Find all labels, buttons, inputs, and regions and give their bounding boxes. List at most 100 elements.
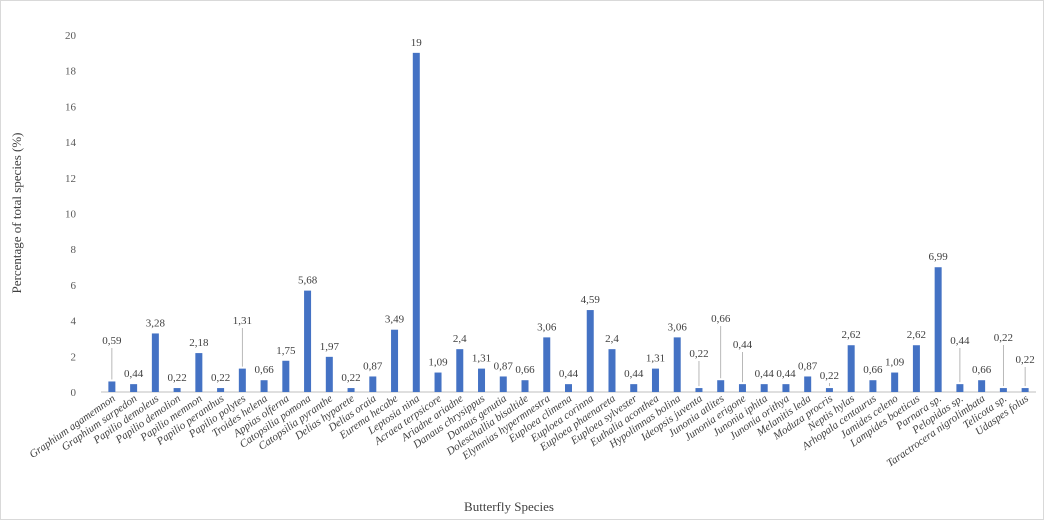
data-label: 0,87 xyxy=(494,360,514,372)
bar xyxy=(565,384,572,392)
bar xyxy=(412,52,420,392)
data-label: 1,09 xyxy=(428,357,448,369)
bar xyxy=(999,388,1007,392)
x-axis-title: Butterfly Species xyxy=(464,499,554,514)
bar xyxy=(673,337,681,392)
data-label: 6,99 xyxy=(929,251,949,263)
data-label: 2,62 xyxy=(842,329,861,341)
data-label: 0,44 xyxy=(733,339,753,351)
data-label: 0,59 xyxy=(102,335,122,347)
bar xyxy=(325,356,333,392)
data-label: 0,22 xyxy=(341,372,360,384)
bar xyxy=(282,360,290,392)
bar xyxy=(804,376,812,392)
data-label: 0,66 xyxy=(515,364,535,376)
bar xyxy=(891,372,899,392)
bar xyxy=(478,368,486,392)
bar xyxy=(456,349,464,392)
data-label: 0,44 xyxy=(776,368,796,380)
data-label: 0,44 xyxy=(755,368,775,380)
data-labels: 0,590,443,280,222,180,221,310,661,755,68… xyxy=(102,37,1035,384)
data-label: 1,97 xyxy=(320,341,340,353)
data-label: 0,66 xyxy=(254,364,274,376)
data-label: 3,06 xyxy=(668,321,688,333)
bar xyxy=(825,388,833,392)
bar xyxy=(847,345,855,392)
data-label: 19 xyxy=(411,37,423,49)
data-label: 0,22 xyxy=(820,370,839,382)
y-tick-label: 0 xyxy=(71,387,77,399)
data-label: 0,66 xyxy=(972,364,992,376)
y-tick-label: 14 xyxy=(65,137,77,149)
bar xyxy=(217,388,225,392)
bar xyxy=(347,388,355,392)
bar xyxy=(434,372,442,392)
bar xyxy=(608,349,616,392)
bar xyxy=(695,388,703,392)
bar xyxy=(630,384,638,392)
bar xyxy=(717,380,725,392)
data-label: 0,22 xyxy=(994,332,1013,344)
data-label: 4,59 xyxy=(581,294,601,306)
data-label: 2,4 xyxy=(605,333,619,345)
y-tick-label: 2 xyxy=(71,351,77,363)
label-leaders xyxy=(111,326,1026,387)
y-tick-label: 18 xyxy=(65,66,77,78)
data-label: 0,66 xyxy=(711,313,731,325)
bar xyxy=(151,333,159,392)
bar xyxy=(260,380,268,392)
data-label: 0,44 xyxy=(624,368,644,380)
bar xyxy=(130,384,138,392)
data-label: 0,22 xyxy=(211,372,230,384)
bars xyxy=(108,52,1029,392)
y-tick-label: 6 xyxy=(71,280,77,292)
y-tick-label: 12 xyxy=(65,173,76,185)
data-label: 1,31 xyxy=(646,353,665,365)
data-label: 1,75 xyxy=(276,345,296,357)
y-tick-label: 20 xyxy=(65,30,77,42)
y-tick-label: 10 xyxy=(65,209,77,221)
data-label: 0,44 xyxy=(950,335,970,347)
data-label: 0,44 xyxy=(559,368,579,380)
data-label: 0,22 xyxy=(689,348,708,360)
bar xyxy=(195,353,203,392)
bar xyxy=(173,388,181,392)
bar xyxy=(869,380,877,392)
bar xyxy=(1021,388,1029,392)
bar xyxy=(956,384,964,392)
data-label: 1,31 xyxy=(233,315,252,327)
data-label: 5,68 xyxy=(298,275,318,287)
bar xyxy=(738,384,746,392)
data-label: 0,66 xyxy=(863,364,883,376)
data-label: 3,06 xyxy=(537,321,557,333)
data-label: 0,22 xyxy=(167,372,186,384)
y-axis-ticks: 0 2 4 6 8 10 12 14 16 18 20 xyxy=(65,30,77,399)
bar xyxy=(543,337,551,392)
y-tick-label: 16 xyxy=(65,101,77,113)
bar xyxy=(978,380,986,392)
bar xyxy=(108,381,116,392)
data-label: 2,62 xyxy=(907,329,926,341)
y-tick-label: 8 xyxy=(71,244,77,256)
bar xyxy=(304,290,312,392)
bar xyxy=(934,267,942,392)
bar xyxy=(760,384,768,392)
bar xyxy=(782,384,790,392)
data-label: 0,87 xyxy=(798,360,818,372)
bar xyxy=(499,376,507,392)
data-label: 1,31 xyxy=(472,353,491,365)
data-label: 3,28 xyxy=(146,317,166,329)
bar xyxy=(912,345,920,392)
bar xyxy=(369,376,377,392)
data-label: 1,09 xyxy=(885,357,905,369)
y-tick-label: 4 xyxy=(71,316,77,328)
bar xyxy=(521,380,529,392)
bar xyxy=(586,310,594,392)
data-label: 0,44 xyxy=(124,368,144,380)
y-axis-title: Percentage of total species (%) xyxy=(9,133,24,294)
data-label: 0,22 xyxy=(1016,354,1035,366)
data-label: 3,49 xyxy=(385,314,405,326)
